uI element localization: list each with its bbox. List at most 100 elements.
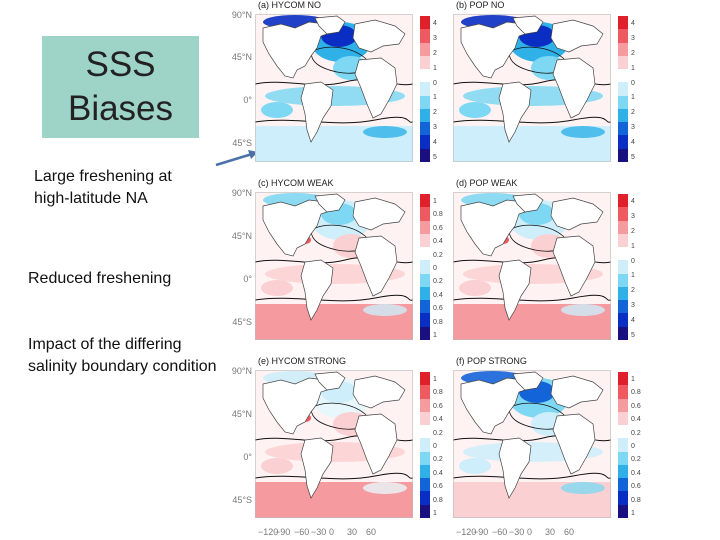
map-panel-hycom-weak bbox=[254, 192, 414, 340]
lat-label: 0° bbox=[243, 452, 252, 462]
colorbar-tick-label: 2 bbox=[433, 49, 437, 57]
colorbar-tick-label: 0 bbox=[631, 443, 635, 450]
colorbar-tick-label: 1 bbox=[433, 332, 437, 339]
lon-label: −120 bbox=[456, 527, 477, 537]
panel-label: (d) POP WEAK bbox=[456, 178, 518, 188]
colorbar-tick-label: 0.6 bbox=[631, 483, 641, 491]
lat-label: 45°S bbox=[232, 317, 252, 327]
colorbar bbox=[420, 372, 430, 519]
lat-label: 45°S bbox=[232, 138, 252, 148]
panel-label: (e) HYCOM STRONG bbox=[258, 356, 347, 366]
panel-label: (b) POP NO bbox=[456, 0, 505, 10]
colorbar-tick-label: 0.8 bbox=[433, 318, 443, 326]
colorbar-tick-label: 3 bbox=[631, 124, 635, 132]
colorbar-tick-label: 0 bbox=[631, 257, 635, 265]
colorbar-tick-label: 2 bbox=[631, 287, 635, 295]
colorbar-tick-label: 1 bbox=[433, 198, 437, 205]
colorbar-tick-label: 0.6 bbox=[433, 224, 443, 232]
lat-label: 90°N bbox=[231, 10, 252, 20]
lat-label: 90°N bbox=[231, 366, 252, 376]
title-line-2: Biases bbox=[67, 89, 174, 128]
lon-label: 30 bbox=[545, 527, 556, 537]
title-box: SSS Biases bbox=[42, 36, 199, 138]
colorbar-tick-label: 0 bbox=[433, 79, 437, 87]
colorbar-tick-label: 0.8 bbox=[433, 496, 443, 504]
colorbar-tick-label: 1 bbox=[631, 272, 635, 280]
colorbar-tick-label: 0.4 bbox=[433, 291, 443, 299]
sss-bias-map bbox=[254, 14, 414, 162]
colorbar-tick-label: 1 bbox=[631, 376, 635, 383]
title-line-1: SSS bbox=[85, 45, 156, 84]
colorbar-tick-label: 5 bbox=[631, 332, 635, 339]
colorbar-tick-label: 2 bbox=[631, 49, 635, 57]
colorbar-tick-label: 2 bbox=[631, 227, 635, 235]
sss-bias-map bbox=[254, 370, 414, 518]
colorbar-tick-label: 0.4 bbox=[631, 416, 641, 424]
colorbar-tick-label: 1 bbox=[433, 94, 437, 102]
lat-label: 45°N bbox=[231, 409, 252, 419]
lon-label: −90 bbox=[275, 527, 291, 537]
colorbar-tick-label: 1 bbox=[631, 242, 635, 250]
colorbar-tick-label: 4 bbox=[631, 139, 635, 147]
colorbar-tick-label: 0.4 bbox=[631, 469, 641, 477]
colorbar-tick-label: 0 bbox=[433, 443, 437, 450]
lat-label: 0° bbox=[243, 274, 252, 284]
colorbar bbox=[420, 194, 430, 341]
colorbar-tick-label: 0.8 bbox=[433, 389, 443, 397]
bullet-text: high-latitude NA bbox=[34, 190, 148, 207]
colorbar-tick-label: 2 bbox=[631, 109, 635, 117]
colorbar bbox=[618, 194, 628, 341]
panel-label: (f) POP STRONG bbox=[456, 356, 527, 366]
lon-label: 0 bbox=[527, 527, 533, 537]
bullet-text: Large freshening at bbox=[34, 168, 172, 185]
colorbar-tick-label: 0.4 bbox=[433, 469, 443, 477]
map-panel-hycom-strong bbox=[254, 370, 414, 518]
colorbar-tick-label: 3 bbox=[631, 34, 635, 42]
colorbar-tick-label: 0 bbox=[433, 265, 437, 272]
lon-label: −60 bbox=[492, 527, 508, 537]
lon-label: −60 bbox=[294, 527, 310, 537]
bullet-impact: Impact of the differing salinity boundar… bbox=[28, 334, 217, 378]
panel-label: (a) HYCOM NO bbox=[258, 0, 321, 10]
colorbar-tick-label: 0.8 bbox=[631, 389, 641, 397]
colorbar-tick-label: 0.2 bbox=[433, 251, 443, 259]
colorbar-tick-label: 0.8 bbox=[433, 211, 443, 219]
colorbar-tick-label: 0.2 bbox=[631, 456, 641, 464]
lon-label: −30 bbox=[311, 527, 327, 537]
lat-label: 45°N bbox=[231, 231, 252, 241]
bullet-large-freshening: Large freshening at high-latitude NA bbox=[34, 166, 172, 210]
map-panel-pop-weak bbox=[452, 192, 612, 340]
colorbar-tick-label: 3 bbox=[433, 124, 437, 132]
lon-label: 60 bbox=[366, 527, 377, 537]
lon-label: 30 bbox=[347, 527, 358, 537]
colorbar-tick-label: 0 bbox=[631, 79, 635, 87]
bullet-reduced-freshening: Reduced freshening bbox=[28, 268, 171, 290]
sss-bias-map bbox=[452, 192, 612, 340]
colorbar-tick-label: 1 bbox=[631, 94, 635, 102]
sss-bias-map bbox=[452, 370, 612, 518]
colorbar-tick-label: 0.2 bbox=[433, 456, 443, 464]
colorbar-tick-label: 4 bbox=[631, 20, 635, 27]
colorbar bbox=[420, 16, 430, 163]
map-panel-pop-no bbox=[452, 14, 612, 162]
lon-label: −90 bbox=[473, 527, 489, 537]
map-panel-hycom-no bbox=[254, 14, 414, 162]
lat-label: 45°N bbox=[231, 52, 252, 62]
colorbar-tick-label: 1 bbox=[631, 510, 635, 517]
lat-label: 45°S bbox=[232, 495, 252, 505]
sss-bias-map bbox=[452, 14, 612, 162]
colorbar-tick-label: 3 bbox=[433, 34, 437, 42]
colorbar-tick-label: 0.6 bbox=[433, 483, 443, 491]
colorbar-tick-label: 5 bbox=[631, 154, 635, 161]
colorbar-tick-label: 4 bbox=[631, 317, 635, 325]
colorbar-tick-label: 1 bbox=[433, 510, 437, 517]
bullet-text: salinity boundary condition bbox=[28, 358, 217, 375]
lat-label: 90°N bbox=[231, 188, 252, 198]
lon-label: −30 bbox=[509, 527, 525, 537]
colorbar-tick-label: 1 bbox=[631, 64, 635, 72]
colorbar bbox=[618, 16, 628, 163]
colorbar-tick-label: 0.2 bbox=[433, 278, 443, 286]
lon-label: −120 bbox=[258, 527, 279, 537]
colorbar-tick-label: 0.6 bbox=[433, 305, 443, 313]
colorbar bbox=[618, 372, 628, 519]
